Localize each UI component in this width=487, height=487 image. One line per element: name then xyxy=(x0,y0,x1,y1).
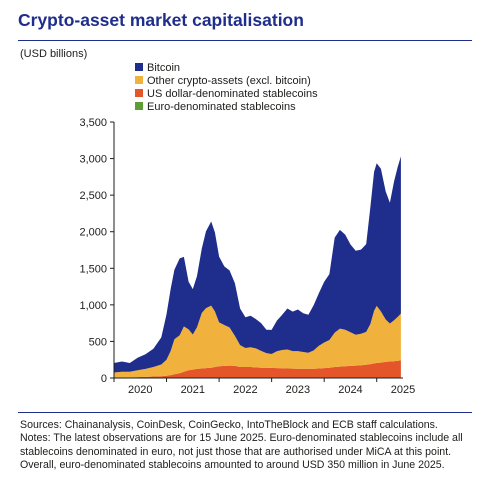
y-tick-label: 1,500 xyxy=(79,263,107,275)
area-bitcoin xyxy=(114,156,401,373)
legend-swatch-euro-denominated-stablecoins xyxy=(135,102,143,110)
notes-text-line-1: Notes: The latest observations are for 1… xyxy=(20,432,463,445)
title-divider xyxy=(18,40,472,41)
area-other-crypto-assets-excl-bitcoin xyxy=(114,305,401,378)
y-tick-label: 0 xyxy=(101,373,107,385)
legend-label-euro-denominated-stablecoins: Euro-denominated stablecoins xyxy=(147,101,296,113)
y-tick-label: 1,000 xyxy=(79,300,107,312)
legend-label-other-crypto-assets-excl-bitcoin: Other crypto-assets (excl. bitcoin) xyxy=(147,75,311,87)
area-us-dollar-denominated-stablecoins xyxy=(114,360,401,378)
x-tick-label: 2022 xyxy=(233,384,257,396)
axes-group: 0 500 1,000 1,500 2,000 2,500 3,000 3,500 2020 20… xyxy=(79,117,415,396)
legend-label-us-dollar-denominated-stablecoins: US dollar-denominated stablecoins xyxy=(147,88,318,100)
x-tick-label: 2025 xyxy=(391,384,415,396)
y-tick-label: 3,500 xyxy=(79,117,107,129)
y-tick-label: 3,000 xyxy=(79,154,107,166)
x-tick-label: 2024 xyxy=(338,384,362,396)
y-tick-label: 2,500 xyxy=(79,190,107,202)
sources-text: Sources: Chainanalysis, CoinDesk, CoinGe… xyxy=(20,419,438,431)
notes-text-line-3: Overall, euro-denominated stablecoins am… xyxy=(20,459,445,472)
notes-divider xyxy=(18,412,472,413)
legend-swatch-bitcoin xyxy=(135,63,143,71)
x-tick-label: 2021 xyxy=(181,384,205,396)
chart-title: Crypto-asset market capitalisation xyxy=(18,10,304,30)
x-tick-label: 2020 xyxy=(128,384,152,396)
y-tick-label: 2,000 xyxy=(79,227,107,239)
legend-swatch-other-crypto-assets-excl-bitcoin xyxy=(135,76,143,84)
legend-label-bitcoin: Bitcoin xyxy=(147,62,180,74)
legend-swatch-us-dollar-denominated-stablecoins xyxy=(135,89,143,97)
x-tick-label: 2023 xyxy=(286,384,310,396)
y-tick-label: 500 xyxy=(89,336,107,348)
area-series-group xyxy=(114,156,401,378)
unit-label: (USD billions) xyxy=(20,48,88,60)
notes-block: Sources: Chainanalysis, CoinDesk, CoinGe… xyxy=(20,419,472,473)
notes-text-line-2: stablecoins denominated in euro, not jus… xyxy=(20,445,452,458)
